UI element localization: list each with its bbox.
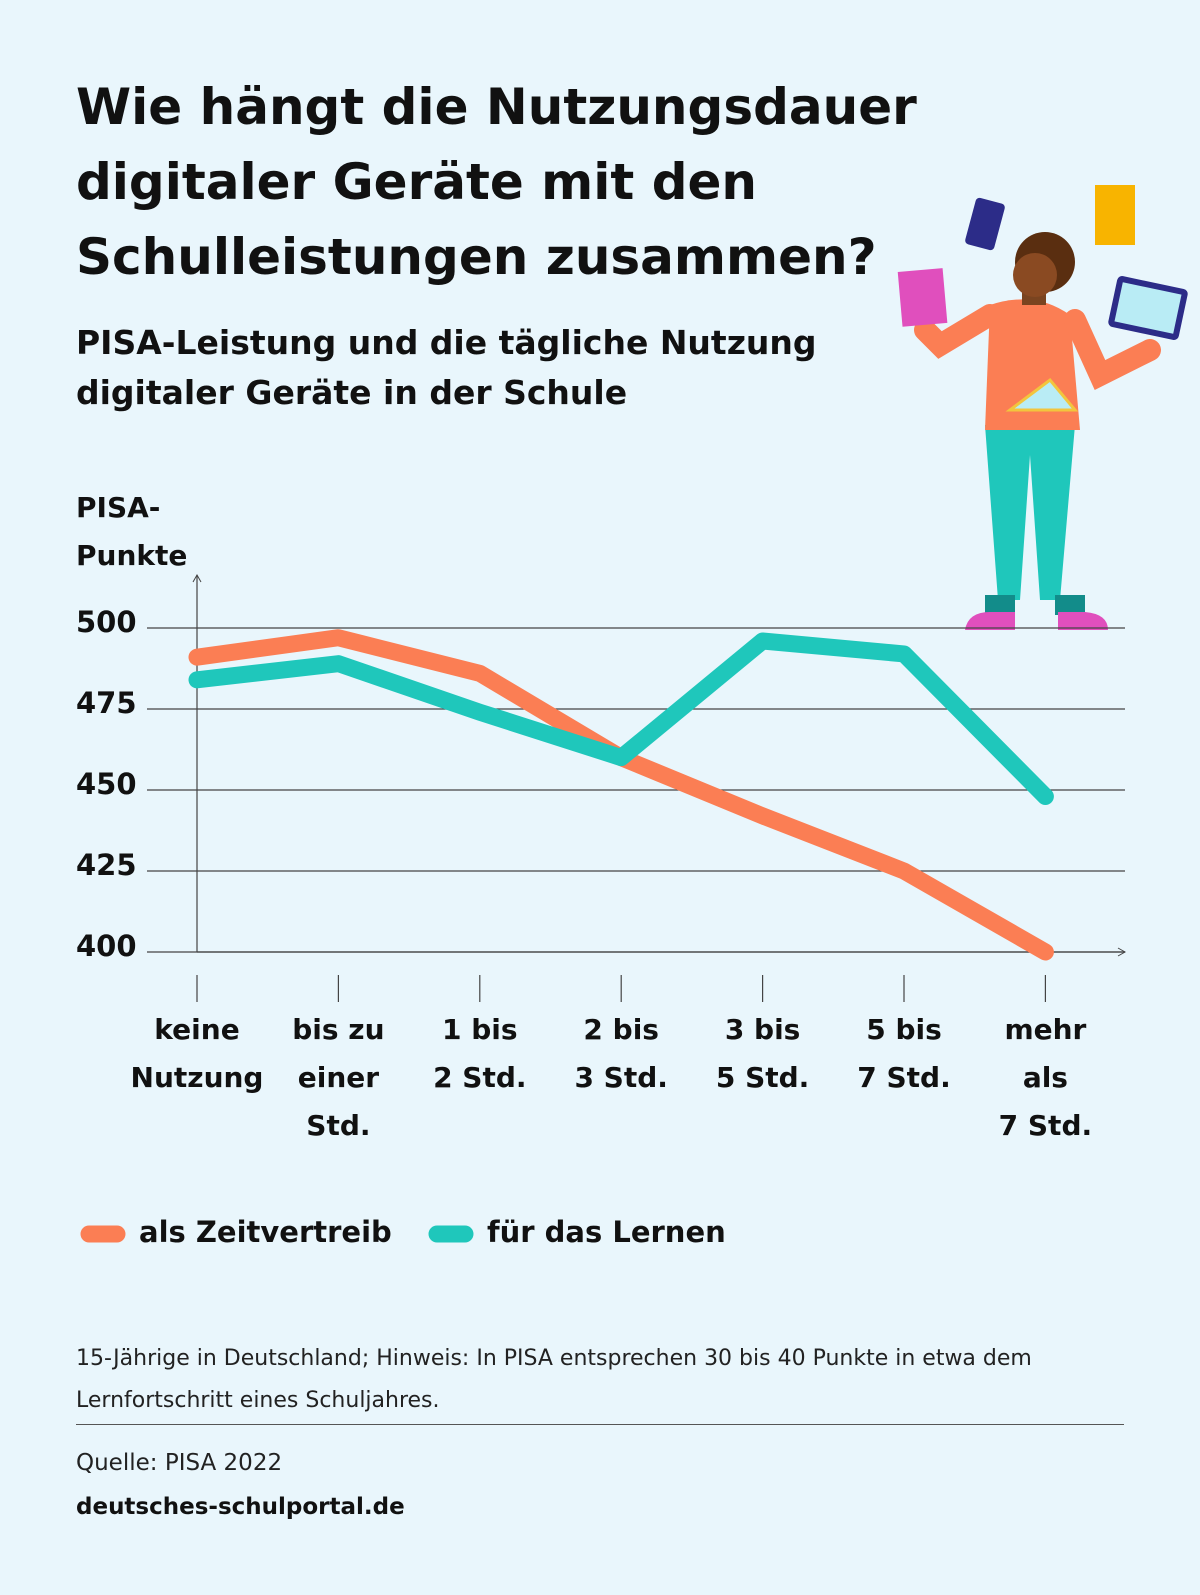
source: Quelle: PISA 2022: [76, 1450, 283, 1476]
y-tick-label: 500: [76, 605, 137, 639]
series-line: [188, 632, 1054, 805]
x-tick-label: mehr als 7 Std.: [999, 1013, 1092, 1142]
x-tick-label: 2 bis 3 Std.: [574, 1013, 667, 1094]
x-tick-label: 5 bis 7 Std.: [857, 1013, 950, 1094]
x-tick-label: 3 bis 5 Std.: [716, 1013, 809, 1094]
legend-label: für das Lernen: [487, 1215, 726, 1249]
y-tick-label: 400: [76, 929, 137, 963]
y-axis-label: PISA- Punkte: [76, 491, 188, 572]
publisher: deutsches-schulportal.de: [76, 1494, 405, 1520]
chart-title: Wie hängt die Nutzungsdauer digitaler Ge…: [76, 78, 917, 286]
divider: [76, 1424, 1124, 1425]
illustration: [897, 185, 1188, 630]
footnote: 15-Jährige in Deutschland; Hinweis: In P…: [76, 1346, 1032, 1413]
series-line: [188, 629, 1054, 961]
legend-label: als Zeitvertreib: [139, 1215, 392, 1249]
x-tick-label: 1 bis 2 Std.: [433, 1013, 526, 1094]
chart-subtitle: PISA-Leistung und die tägliche Nutzung d…: [76, 323, 817, 412]
y-axis-arrow: [192, 573, 202, 583]
y-tick-label: 475: [76, 686, 137, 720]
x-tick-label: bis zu einer Std.: [292, 1013, 384, 1142]
x-axis-arrow: [1117, 947, 1127, 957]
y-tick-label: 450: [76, 767, 137, 801]
y-tick-label: 425: [76, 848, 137, 882]
x-tick-label: keine Nutzung: [131, 1013, 264, 1094]
